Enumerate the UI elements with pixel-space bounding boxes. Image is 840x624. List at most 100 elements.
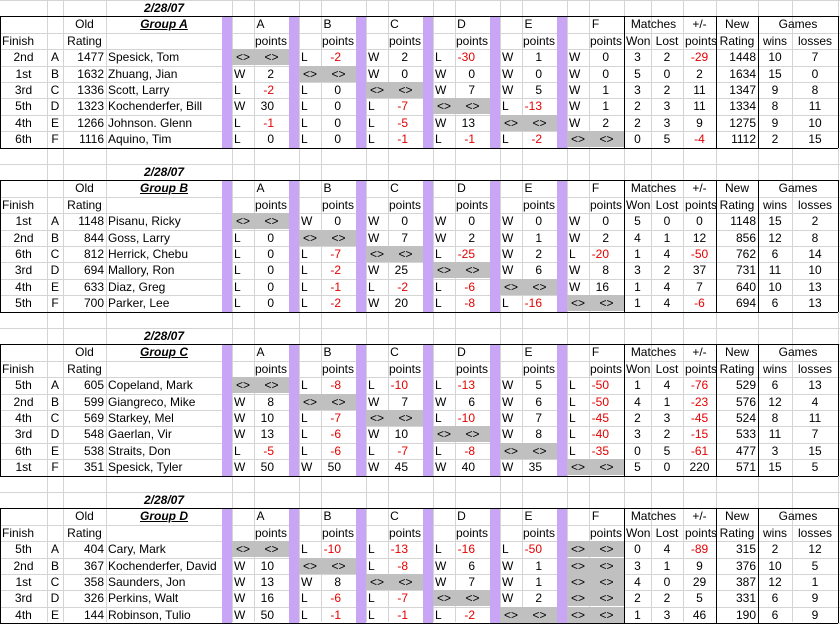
result-cell[interactable]: L — [301, 427, 308, 441]
result-cell[interactable]: L — [234, 296, 241, 310]
result-cell[interactable]: W — [569, 50, 581, 64]
wins-cell[interactable]: 2 — [771, 542, 779, 556]
result-cell[interactable]: W — [234, 559, 246, 573]
points-cell[interactable]: 0 — [401, 67, 408, 81]
won-cell[interactable]: 1 — [634, 296, 641, 310]
points-cell[interactable]: -8 — [330, 378, 341, 392]
lost-cell[interactable]: 5 — [663, 444, 671, 458]
new-rating-cell[interactable]: 1112 — [731, 132, 756, 146]
result-cell[interactable]: W — [234, 411, 246, 425]
points-cell[interactable]: -10 — [323, 542, 341, 556]
wins-cell[interactable]: 10 — [768, 50, 782, 64]
points-cell[interactable]: -5 — [397, 116, 408, 130]
plusminus-cell[interactable]: 29 — [692, 575, 707, 589]
result-cell[interactable]: W — [502, 50, 514, 64]
points-cell[interactable]: 30 — [260, 99, 274, 113]
new-rating-cell[interactable]: 1448 — [729, 50, 756, 64]
points-cell[interactable]: -6 — [330, 591, 341, 605]
new-rating-cell[interactable]: 529 — [735, 378, 756, 392]
points-cell[interactable]: 2 — [267, 67, 274, 81]
lost-cell[interactable]: 4 — [663, 280, 671, 294]
new-rating-cell[interactable]: 1275 — [729, 116, 756, 130]
losses-cell[interactable]: 13 — [808, 378, 822, 392]
points-cell[interactable]: -2 — [464, 608, 475, 622]
plusminus-cell[interactable]: -4 — [694, 132, 705, 146]
lost-cell[interactable]: 4 — [663, 542, 671, 556]
result-cell[interactable]: L — [435, 132, 442, 146]
new-rating-cell[interactable]: 190 — [735, 608, 756, 622]
points-cell[interactable]: 10 — [260, 559, 274, 573]
seed-letter-cell[interactable]: B — [50, 231, 59, 245]
old-rating-cell[interactable]: 326 — [83, 591, 104, 605]
plusminus-cell[interactable]: -76 — [690, 378, 709, 392]
points-cell[interactable]: 0 — [401, 214, 408, 228]
result-cell[interactable]: L — [368, 280, 375, 294]
points-cell[interactable]: 50 — [327, 460, 341, 474]
blank-cell[interactable]: <> — [232, 49, 254, 66]
losses-cell[interactable]: 4 — [811, 395, 819, 409]
result-cell[interactable]: L — [234, 444, 241, 458]
blank-cell[interactable]: <> — [366, 574, 388, 591]
losses-cell[interactable]: 10 — [808, 263, 822, 277]
wins-cell[interactable]: 11 — [768, 263, 782, 277]
wins-cell[interactable]: 9 — [771, 83, 779, 97]
result-cell[interactable]: L — [569, 378, 576, 392]
new-rating-cell[interactable]: 731 — [735, 263, 756, 277]
result-cell[interactable]: L — [234, 83, 241, 97]
plusminus-cell[interactable]: -50 — [690, 247, 709, 261]
points-cell[interactable]: 7 — [535, 411, 542, 425]
points-cell[interactable]: 6 — [468, 559, 475, 573]
plusminus-cell[interactable]: 37 — [692, 263, 707, 277]
finish-cell[interactable]: 5th — [15, 296, 32, 310]
seed-letter-cell[interactable]: C — [50, 411, 60, 425]
losses-cell[interactable]: 7 — [811, 427, 819, 441]
new-rating-cell[interactable]: 576 — [735, 395, 756, 409]
result-cell[interactable]: W — [368, 427, 380, 441]
losses-cell[interactable]: 2 — [811, 214, 819, 228]
won-cell[interactable]: 3 — [634, 50, 641, 64]
player-name-cell[interactable]: Gaerlan, Vir — [108, 427, 172, 441]
result-cell[interactable]: L — [368, 116, 375, 130]
result-cell[interactable]: L — [569, 444, 576, 458]
old-rating-cell[interactable]: 404 — [83, 542, 104, 556]
blank-cell[interactable]: <> — [254, 49, 289, 66]
losses-cell[interactable]: 8 — [811, 83, 819, 97]
finish-cell[interactable]: 2nd — [13, 395, 34, 409]
blank-cell[interactable]: <> — [567, 558, 589, 575]
result-cell[interactable]: W — [435, 67, 447, 81]
player-name-cell[interactable]: Cary, Mark — [108, 542, 166, 556]
points-cell[interactable]: 13 — [260, 575, 274, 589]
won-cell[interactable]: 1 — [634, 378, 641, 392]
player-name-cell[interactable]: Aquino, Tim — [108, 132, 172, 146]
blank-cell[interactable]: <> — [433, 426, 455, 443]
won-cell[interactable]: 5 — [634, 67, 641, 81]
result-cell[interactable]: L — [368, 608, 375, 622]
new-rating-cell[interactable]: 640 — [735, 280, 756, 294]
points-cell[interactable]: -2 — [531, 132, 542, 146]
blank-cell[interactable]: <> — [321, 394, 356, 411]
finish-cell[interactable]: 4th — [15, 116, 32, 130]
blank-cell[interactable]: <> — [567, 295, 589, 312]
finish-cell[interactable]: 3rd — [14, 591, 33, 605]
won-cell[interactable]: 3 — [634, 83, 641, 97]
blank-cell[interactable]: <> — [455, 590, 490, 607]
points-cell[interactable]: 2 — [535, 591, 542, 605]
seed-letter-cell[interactable]: E — [50, 280, 59, 294]
result-cell[interactable]: W — [569, 263, 581, 277]
lost-cell[interactable]: 3 — [663, 99, 671, 113]
points-cell[interactable]: -20 — [591, 247, 609, 261]
plusminus-cell[interactable]: -89 — [690, 542, 709, 556]
points-cell[interactable]: 1 — [602, 99, 609, 113]
points-cell[interactable]: 8 — [267, 395, 274, 409]
new-rating-cell[interactable]: 524 — [735, 411, 756, 425]
points-cell[interactable]: -13 — [524, 99, 542, 113]
points-cell[interactable]: 0 — [267, 231, 274, 245]
points-cell[interactable]: -2 — [330, 296, 341, 310]
result-cell[interactable]: W — [502, 231, 514, 245]
result-cell[interactable]: W — [569, 214, 581, 228]
result-cell[interactable]: L — [435, 296, 442, 310]
result-cell[interactable]: L — [368, 542, 375, 556]
blank-cell[interactable]: <> — [500, 115, 522, 132]
losses-cell[interactable]: 1 — [811, 575, 819, 589]
finish-cell[interactable]: 6th — [15, 247, 32, 261]
